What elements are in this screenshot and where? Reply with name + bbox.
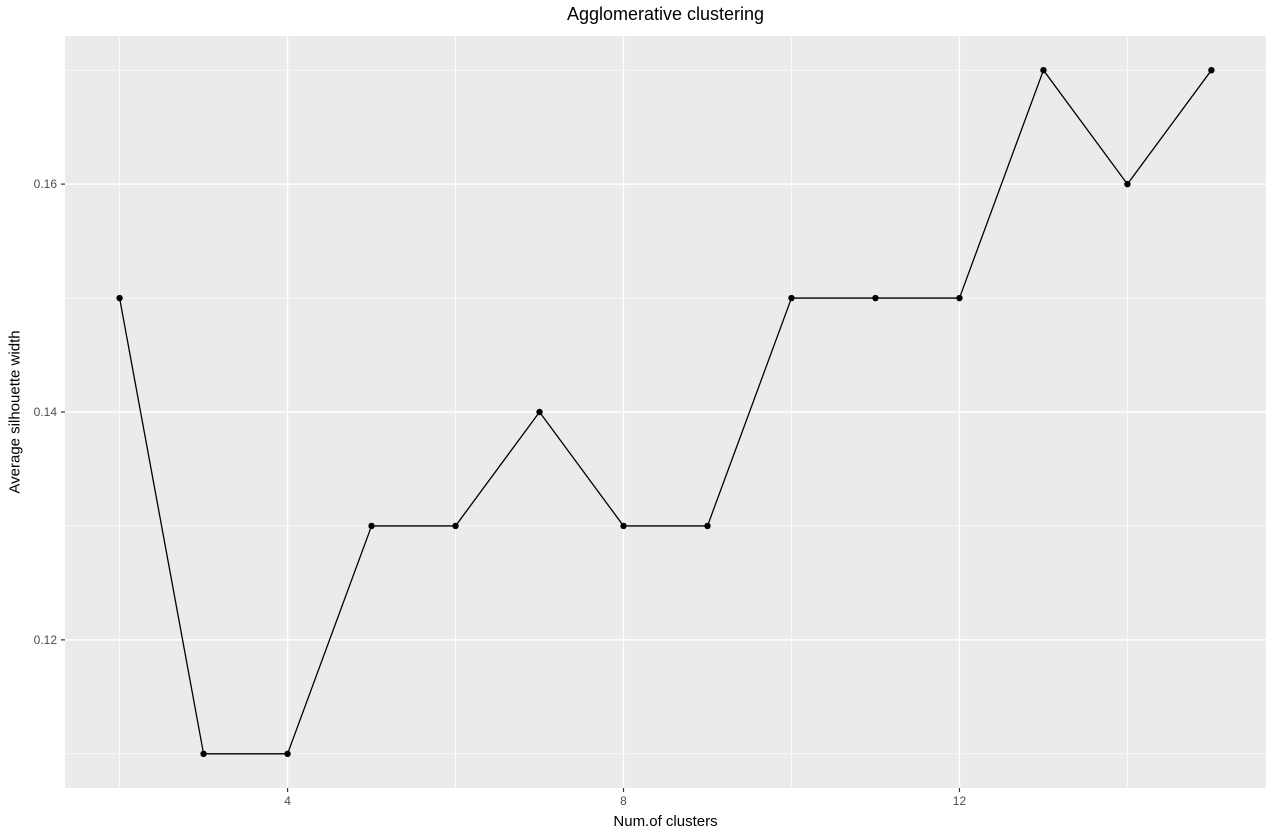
plot-title: Agglomerative clustering	[566, 4, 765, 24]
data-point	[788, 294, 795, 302]
y-tick-label: 0.16	[34, 177, 58, 191]
data-point	[368, 522, 375, 530]
x-tick-label: 4	[284, 794, 291, 808]
data-point	[1040, 66, 1047, 74]
data-point	[1124, 180, 1131, 188]
data-point	[704, 522, 711, 530]
data-point	[620, 522, 627, 530]
data-point	[872, 294, 879, 302]
data-point	[284, 750, 291, 758]
x-tick-label: 8	[620, 794, 627, 808]
y-tick-label: 0.12	[34, 633, 58, 647]
data-point	[200, 750, 207, 758]
x-axis-title: Num.of clusters	[613, 813, 718, 830]
series-line	[118, 69, 1213, 755]
x-tick-label: 12	[953, 794, 967, 808]
data-point	[1208, 66, 1215, 74]
data-point	[536, 408, 543, 416]
y-tick-label: 0.14	[34, 405, 58, 419]
data-point	[452, 522, 459, 530]
data-point	[956, 294, 963, 302]
data-point	[116, 294, 123, 302]
